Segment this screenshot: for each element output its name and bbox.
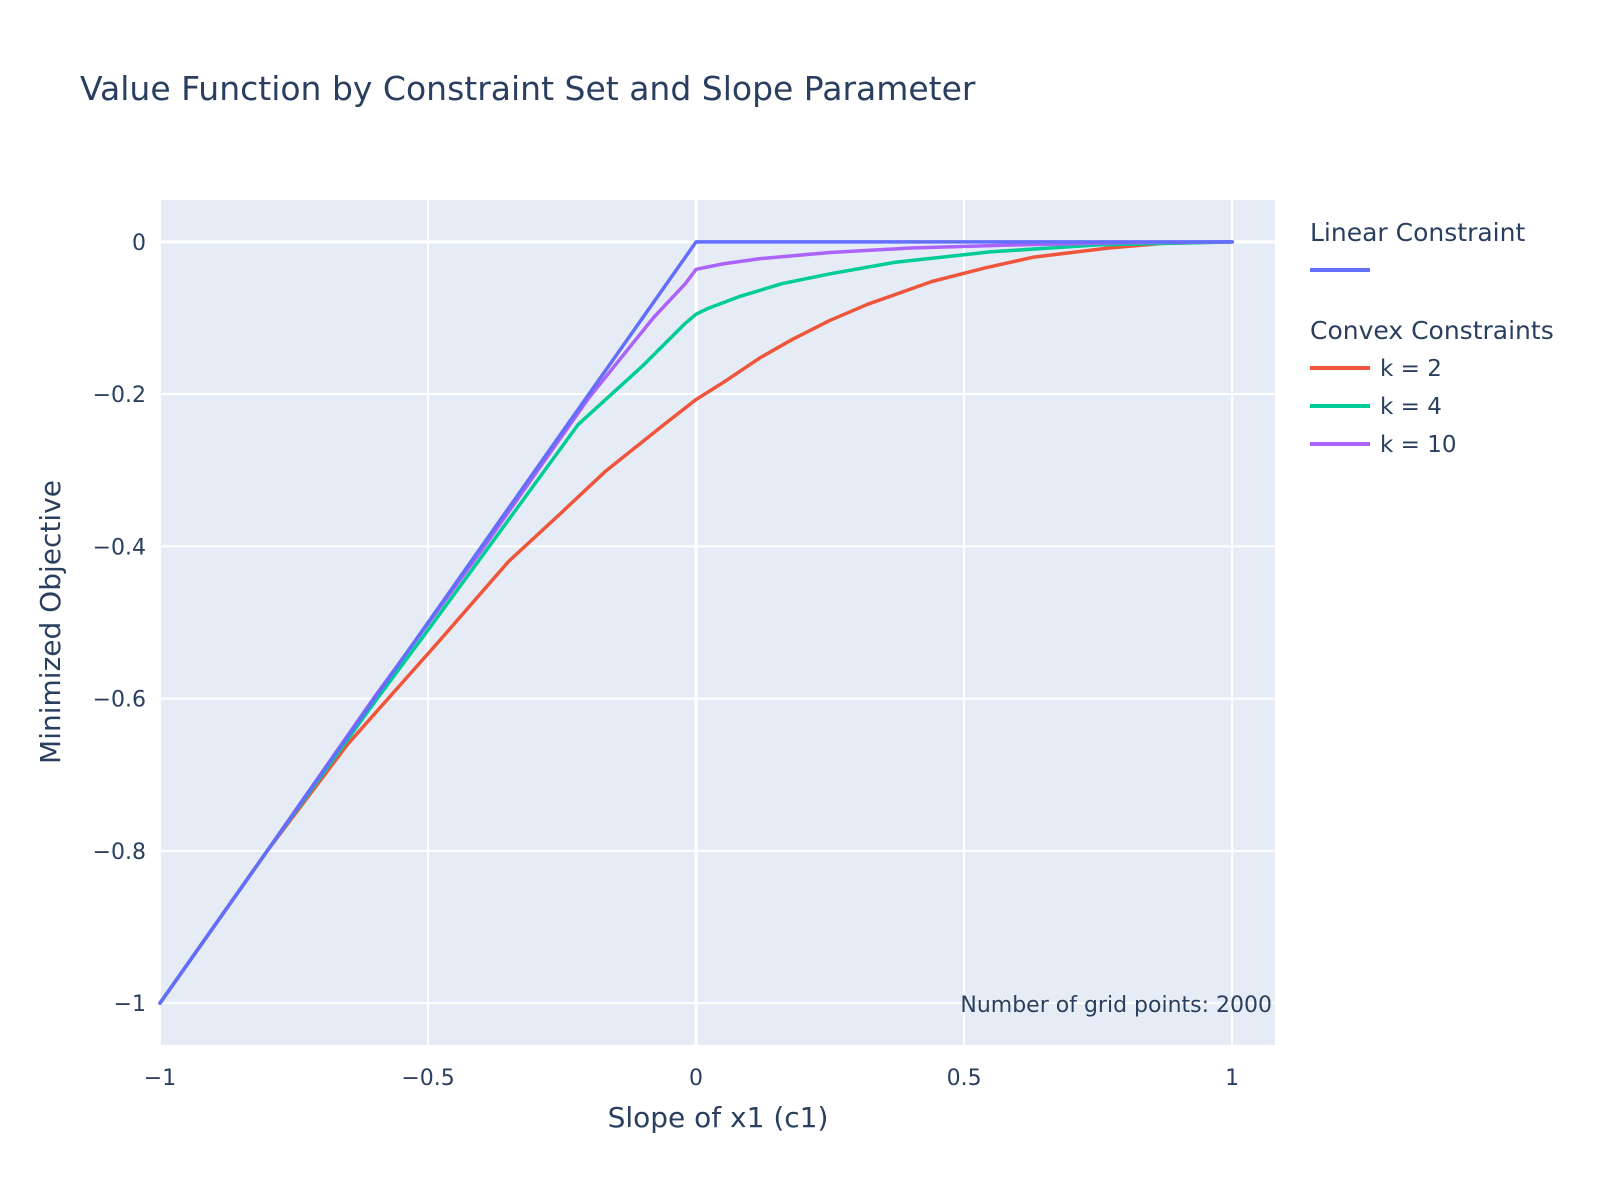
y-tick-label: 0	[132, 231, 146, 256]
legend-label: k = 4	[1380, 394, 1442, 420]
y-tick-label: −0.6	[93, 688, 146, 713]
legend-item[interactable]: k = 4	[1310, 394, 1442, 420]
chart-title: Value Function by Constraint Set and Slo…	[80, 69, 976, 108]
y-tick-label: −0.4	[93, 535, 146, 560]
legend-item[interactable]: k = 2	[1310, 356, 1442, 382]
legend[interactable]: Linear Constraint Convex Constraints k = 2…	[1310, 218, 1554, 458]
x-tick-label: 0	[689, 1066, 703, 1091]
plot-background	[160, 200, 1275, 1045]
grid-points-annotation: Number of grid points: 2000	[960, 993, 1272, 1018]
y-tick-label: −1	[114, 992, 146, 1017]
series-line-1	[158, 240, 1234, 1005]
legend-label: k = 2	[1380, 356, 1442, 382]
x-tick-label: 1	[1225, 1066, 1239, 1091]
x-axis-title: Slope of x1 (c1)	[608, 1101, 829, 1134]
series-lines	[158, 240, 1234, 1005]
legend-label: k = 10	[1380, 432, 1456, 458]
x-tick-label: −0.5	[401, 1066, 454, 1091]
tick-labels: −1 −0.5 0 0.5 1 0 −0.2 −0.4 −0.6 −0.8 −1	[93, 231, 1240, 1091]
y-axis-title: Minimized Objective	[34, 480, 67, 764]
legend-group-title: Convex Constraints	[1310, 316, 1554, 345]
x-tick-label: −1	[144, 1066, 176, 1091]
legend-group-title: Linear Constraint	[1310, 218, 1525, 247]
y-tick-label: −0.2	[93, 383, 146, 408]
x-tick-label: 0.5	[947, 1066, 982, 1091]
series-line-0	[158, 240, 1234, 1005]
series-line-2	[158, 240, 1234, 1005]
y-tick-label: −0.8	[93, 840, 146, 865]
legend-item[interactable]: k = 10	[1310, 432, 1456, 458]
